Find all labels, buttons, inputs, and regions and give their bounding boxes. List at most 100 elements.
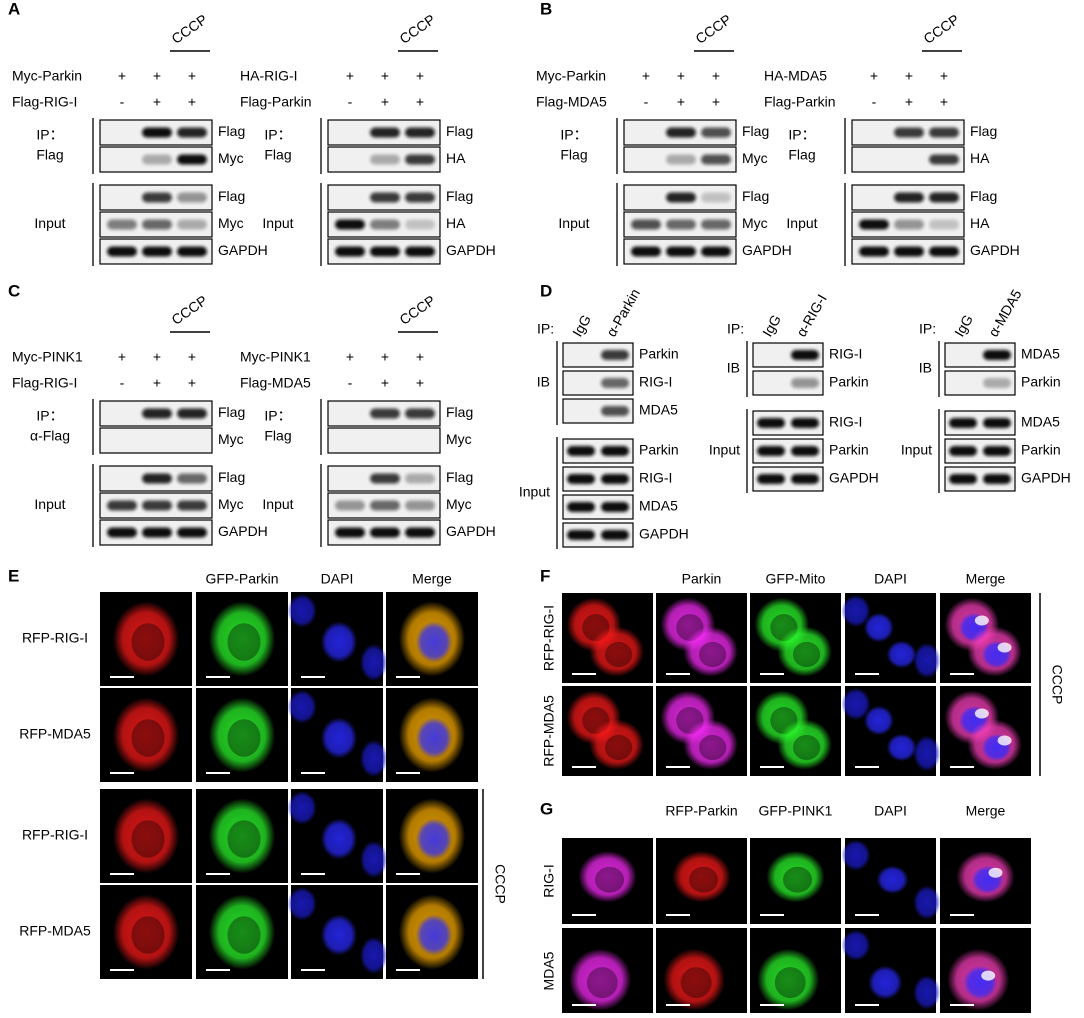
group-label: IB <box>537 374 550 390</box>
group-label: Flag <box>36 147 63 163</box>
blot-band <box>701 192 731 203</box>
blot-band <box>791 350 819 360</box>
condition-mark: + <box>905 94 913 110</box>
nucleus <box>320 717 358 759</box>
condition-label: Flag-Parkin <box>764 94 836 110</box>
band-label: Flag <box>446 404 473 420</box>
column-header: GFP-Parkin <box>205 571 278 587</box>
blot-band <box>142 192 172 203</box>
nucleus <box>841 839 871 871</box>
cell-signal <box>578 850 637 903</box>
condition-mark: - <box>348 375 353 391</box>
puncta <box>974 708 989 719</box>
condition-mark: + <box>712 68 720 84</box>
blot-strip <box>752 370 824 396</box>
band-label: GAPDH <box>639 526 689 542</box>
group-label: IP： <box>560 127 587 143</box>
group-label: Input <box>262 215 293 231</box>
group-label: Input <box>709 442 740 458</box>
blot-band <box>405 500 435 511</box>
condition-label: Flag-MDA5 <box>536 94 607 110</box>
blot-band <box>791 418 819 428</box>
blot-band <box>894 219 924 230</box>
puncta <box>997 735 1012 746</box>
blot-band <box>177 127 207 138</box>
blot-band <box>631 219 661 230</box>
panel-letter: D <box>540 281 552 300</box>
blot-band <box>177 527 207 538</box>
blot-band <box>142 127 172 138</box>
condition-mark: + <box>677 94 685 110</box>
nuclear-void <box>227 916 261 954</box>
nuclear-void <box>688 866 719 893</box>
condition-mark: + <box>381 94 389 110</box>
band-label: MDA5 <box>639 402 678 418</box>
condition-mark: + <box>416 375 424 391</box>
blot-band <box>983 474 1011 484</box>
blot-band <box>601 474 629 484</box>
panel-letter: C <box>8 281 20 300</box>
band-label: GAPDH <box>1021 470 1071 486</box>
condition-mark: - <box>644 94 649 110</box>
condition-mark: + <box>416 94 424 110</box>
blot-band <box>370 154 400 165</box>
blot-band <box>405 154 435 165</box>
band-label: Myc <box>446 431 472 447</box>
column-header: GFP-PINK1 <box>759 803 833 819</box>
blot-band <box>567 530 595 540</box>
condition-mark: + <box>188 94 196 110</box>
group-label: Input <box>34 496 65 512</box>
condition-label: Flag-RIG-I <box>12 94 77 110</box>
blot-band <box>370 473 400 484</box>
blot-band <box>370 219 400 230</box>
nuclear-void <box>594 866 625 893</box>
nucleus <box>876 865 909 894</box>
puncta <box>981 970 996 981</box>
blot-band <box>177 192 207 203</box>
band-label: Myc <box>218 496 244 512</box>
band-label: RIG-I <box>639 374 672 390</box>
condition-mark: + <box>118 68 126 84</box>
condition-mark: + <box>416 349 424 365</box>
blot-band <box>791 446 819 456</box>
nucleus <box>360 936 388 975</box>
band-label: Flag <box>218 404 245 420</box>
cell-signal <box>208 601 276 677</box>
nuclear-void <box>604 641 633 668</box>
nucleus <box>841 929 871 961</box>
band-label: Parkin <box>639 346 679 362</box>
band-label: Myc <box>742 150 768 166</box>
blot-band <box>405 527 435 538</box>
blot-band <box>666 154 696 165</box>
blot-band <box>894 127 924 138</box>
nucleus <box>863 612 894 643</box>
blot-band <box>142 527 172 538</box>
blot-band <box>949 418 977 428</box>
band-label: GAPDH <box>446 242 496 258</box>
row-label: RIG-I <box>541 864 557 897</box>
cell-signal <box>112 798 180 874</box>
nuclear-void <box>792 734 821 761</box>
band-label: RIG-I <box>829 346 862 362</box>
group-label: Input <box>34 215 65 231</box>
nuclear-void <box>131 719 165 757</box>
column-header: DAPI <box>321 571 354 587</box>
blot-band <box>666 219 696 230</box>
blot-band <box>370 127 400 138</box>
blot-band <box>983 446 1011 456</box>
cell-signal <box>208 697 276 773</box>
nucleus <box>287 790 317 825</box>
blot-band <box>405 246 435 257</box>
cell-signal <box>777 719 832 770</box>
nuclear-void <box>227 719 261 757</box>
group-label: Input <box>558 215 589 231</box>
nuclear-void <box>227 623 261 661</box>
panel-letter: A <box>8 0 20 18</box>
nucleus <box>415 621 453 663</box>
nucleus <box>913 735 941 772</box>
blot-band <box>894 192 924 203</box>
band-label: Flag <box>446 123 473 139</box>
blot-band <box>567 446 595 456</box>
band-label: GAPDH <box>218 523 268 539</box>
